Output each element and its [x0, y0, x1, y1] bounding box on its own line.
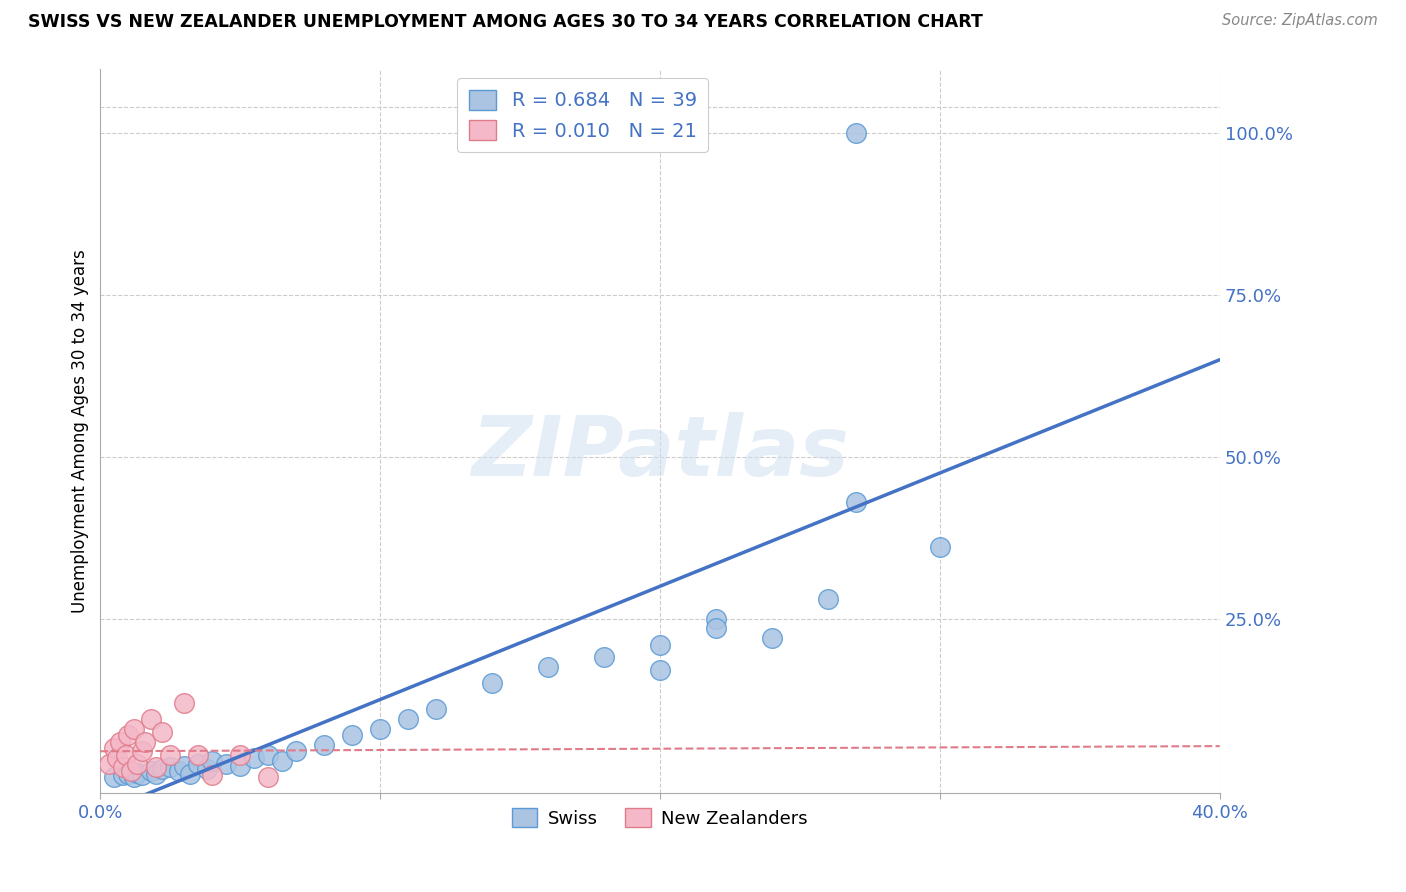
Point: [257, 747, 280, 762]
Point: [537, 660, 560, 674]
Point: [195, 762, 218, 776]
Point: [131, 768, 153, 782]
Point: [396, 712, 419, 726]
Point: [229, 747, 252, 762]
Point: [201, 768, 224, 782]
Point: [215, 757, 238, 772]
Point: [97, 757, 120, 772]
Point: [105, 751, 128, 765]
Point: [704, 621, 727, 635]
Point: [117, 767, 139, 781]
Text: SWISS VS NEW ZEALANDER UNEMPLOYMENT AMONG AGES 30 TO 34 YEARS CORRELATION CHART: SWISS VS NEW ZEALANDER UNEMPLOYMENT AMON…: [28, 13, 983, 31]
Point: [167, 764, 190, 778]
Text: ZIPatlas: ZIPatlas: [471, 412, 849, 493]
Point: [134, 734, 156, 748]
Point: [111, 760, 134, 774]
Point: [243, 751, 266, 765]
Point: [593, 650, 616, 665]
Point: [145, 760, 167, 774]
Point: [125, 757, 148, 772]
Point: [103, 741, 125, 756]
Point: [173, 696, 195, 710]
Point: [159, 747, 181, 762]
Point: [342, 728, 364, 742]
Point: [201, 754, 224, 768]
Point: [103, 770, 125, 784]
Point: [122, 770, 145, 784]
Point: [131, 744, 153, 758]
Point: [817, 592, 839, 607]
Text: Source: ZipAtlas.com: Source: ZipAtlas.com: [1222, 13, 1378, 29]
Point: [122, 722, 145, 736]
Point: [125, 765, 148, 780]
Point: [179, 767, 201, 781]
Point: [257, 770, 280, 784]
Point: [425, 702, 447, 716]
Point: [229, 759, 252, 773]
Point: [648, 664, 671, 678]
Point: [117, 728, 139, 742]
Point: [139, 712, 162, 726]
Point: [845, 495, 868, 509]
Point: [114, 747, 136, 762]
Point: [139, 764, 162, 778]
Point: [285, 744, 308, 758]
Point: [150, 762, 173, 776]
Point: [173, 759, 195, 773]
Point: [761, 631, 783, 645]
Point: [187, 747, 209, 762]
Point: [108, 734, 131, 748]
Point: [111, 768, 134, 782]
Point: [187, 757, 209, 772]
Legend: Swiss, New Zealanders: Swiss, New Zealanders: [505, 801, 815, 835]
Point: [271, 754, 294, 768]
Y-axis label: Unemployment Among Ages 30 to 34 years: Unemployment Among Ages 30 to 34 years: [72, 249, 89, 613]
Point: [704, 612, 727, 626]
Point: [145, 767, 167, 781]
Point: [368, 722, 391, 736]
Point: [120, 764, 142, 778]
Point: [845, 126, 868, 140]
Point: [928, 541, 950, 555]
Point: [481, 676, 503, 690]
Point: [159, 760, 181, 774]
Point: [150, 724, 173, 739]
Point: [314, 738, 336, 752]
Point: [648, 638, 671, 652]
